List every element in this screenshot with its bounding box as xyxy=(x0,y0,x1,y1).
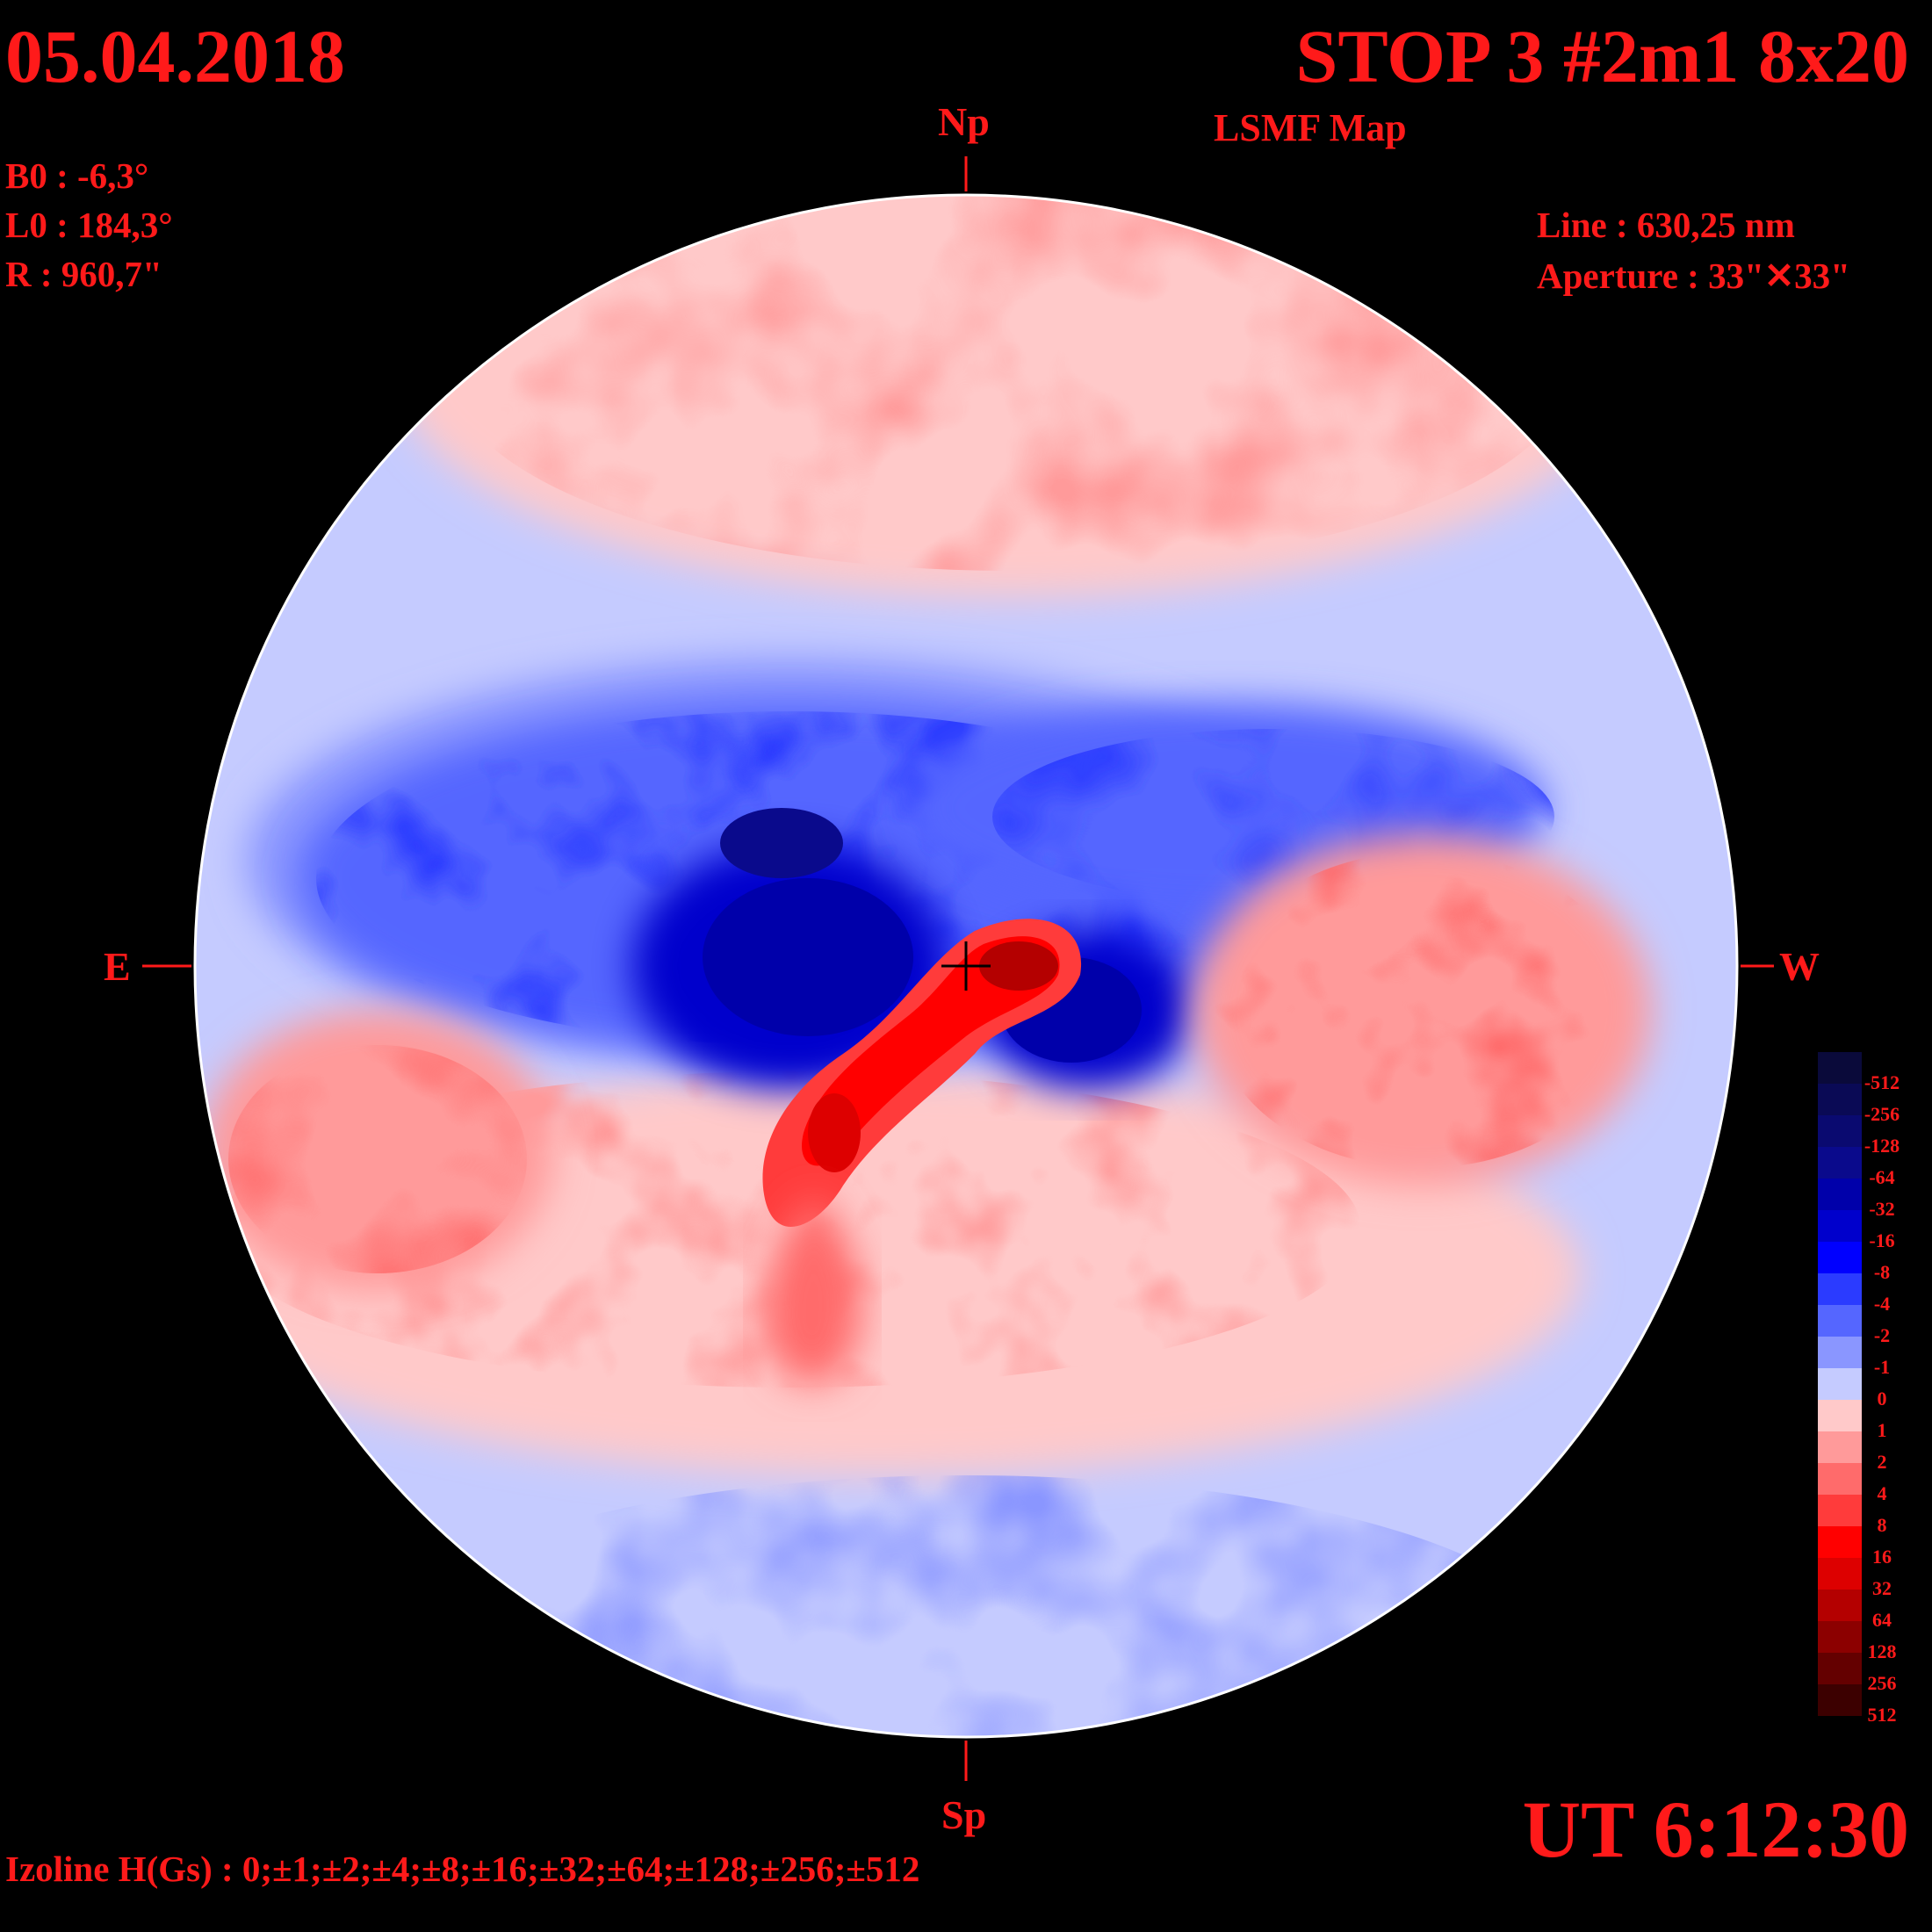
colorbar-swatch xyxy=(1818,1273,1862,1305)
colorbar-label: -2 xyxy=(1873,1324,1891,1346)
colorbar-swatch xyxy=(1818,1526,1862,1558)
colorbar-label: 16 xyxy=(1872,1546,1892,1568)
colorbar xyxy=(1818,1052,1862,1716)
aperture-size: Aperture : 33"✕33" xyxy=(1537,256,1850,296)
north-pole-label: Np xyxy=(938,99,990,144)
magnetic-field-map xyxy=(195,195,1737,1737)
south-pole-label: Sp xyxy=(941,1792,987,1837)
colorbar-swatch xyxy=(1818,1147,1862,1179)
radius-param: R : 960,7" xyxy=(5,254,162,294)
colorbar-swatch xyxy=(1818,1653,1862,1684)
colorbar-swatch xyxy=(1818,1305,1862,1337)
line-wavelength: Line : 630,25 nm xyxy=(1537,205,1795,245)
colorbar-swatch xyxy=(1818,1115,1862,1147)
l0-param: L0 : 184,3° xyxy=(5,205,173,245)
colorbar-label: 4 xyxy=(1877,1482,1887,1504)
colorbar-label: 64 xyxy=(1872,1609,1892,1631)
colorbar-label: -64 xyxy=(1869,1166,1895,1188)
colorbar-label: 8 xyxy=(1877,1514,1887,1536)
date-label: 05.04.2018 xyxy=(5,14,345,98)
colorbar-label: 256 xyxy=(1867,1672,1897,1694)
colorbar-label: -128 xyxy=(1864,1135,1900,1157)
izoline-legend: Izoline H(Gs) : 0;±1;±2;±4;±8;±16;±32;±6… xyxy=(5,1849,920,1889)
disk-limb xyxy=(193,193,1739,1739)
ut-time: UT 6:12:30 xyxy=(1522,1784,1909,1874)
map-subtitle: LSMF Map xyxy=(1214,106,1407,149)
colorbar-label: -256 xyxy=(1864,1103,1900,1125)
colorbar-label: 32 xyxy=(1872,1577,1892,1599)
colorbar-swatch xyxy=(1818,1463,1862,1495)
colorbar-swatch xyxy=(1818,1590,1862,1621)
colorbar-swatch xyxy=(1818,1558,1862,1590)
colorbar-swatch xyxy=(1818,1084,1862,1115)
colorbar-swatch xyxy=(1818,1400,1862,1431)
colorbar-label: -16 xyxy=(1869,1229,1895,1251)
east-label: E xyxy=(104,944,131,989)
colorbar-label: -4 xyxy=(1873,1293,1891,1315)
colorbar-swatch xyxy=(1818,1495,1862,1526)
colorbar-label: -32 xyxy=(1869,1198,1895,1220)
map-title: STOP 3 #2m1 8x20 xyxy=(1295,14,1909,98)
colorbar-label: 1 xyxy=(1877,1419,1887,1441)
colorbar-label: 512 xyxy=(1867,1704,1897,1726)
colorbar-swatch xyxy=(1818,1242,1862,1273)
colorbar-swatch xyxy=(1818,1052,1862,1084)
colorbar-swatch xyxy=(1818,1368,1862,1400)
colorbar-label: -1 xyxy=(1873,1356,1891,1378)
colorbar-swatch xyxy=(1818,1179,1862,1210)
colorbar-swatch xyxy=(1818,1337,1862,1368)
colorbar-label: -8 xyxy=(1873,1261,1891,1283)
colorbar-swatch xyxy=(1818,1621,1862,1653)
colorbar-swatch xyxy=(1818,1431,1862,1463)
colorbar-label: 128 xyxy=(1867,1640,1897,1662)
colorbar-swatch xyxy=(1818,1210,1862,1242)
west-label: W xyxy=(1779,944,1820,989)
colorbar-label: 0 xyxy=(1877,1388,1887,1409)
colorbar-label: 2 xyxy=(1877,1451,1887,1473)
colorbar-label: -512 xyxy=(1864,1071,1900,1093)
colorbar-swatch xyxy=(1818,1684,1862,1716)
b0-param: B0 : -6,3° xyxy=(5,155,149,196)
